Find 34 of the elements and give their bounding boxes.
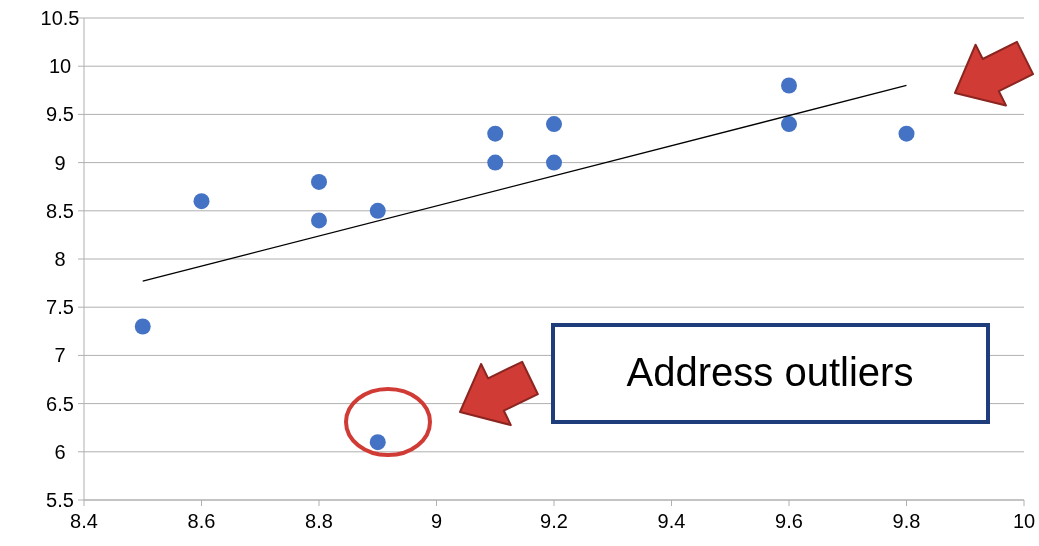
point	[898, 125, 915, 142]
point	[546, 116, 562, 133]
x-tick-label: 10	[1012, 510, 1036, 532]
x-tick-label: 8.6	[187, 510, 216, 532]
y-tick-label: 7	[54, 344, 66, 367]
y-tick-label: 9	[54, 151, 66, 174]
x-tick-label: 9.4	[657, 510, 686, 532]
point	[193, 193, 210, 210]
y-tick-label: 5.5	[46, 489, 74, 511]
point	[134, 318, 151, 335]
y-tick-label: 8	[54, 248, 66, 270]
y-tick-label: 9.5	[46, 103, 74, 126]
point	[781, 116, 797, 133]
point	[311, 212, 327, 229]
x-tick-label: 9.6	[775, 510, 803, 532]
point	[781, 77, 797, 94]
x-tick-label: 8.4	[70, 510, 98, 532]
x-tick-label: 9.8	[892, 510, 921, 532]
x-tick-label: 9	[430, 510, 443, 532]
y-tick-label: 8.5	[46, 199, 74, 222]
y-tick-label: 7.5	[46, 296, 74, 319]
x-tick-label: 8.8	[305, 510, 333, 532]
point	[546, 154, 562, 171]
point	[369, 202, 386, 219]
y-tick-label: 6.5	[46, 392, 74, 415]
annotation: Address outliers	[626, 350, 914, 394]
point	[487, 154, 504, 171]
point	[487, 125, 504, 142]
point	[311, 173, 327, 190]
y-tick-label: 10	[48, 55, 72, 78]
x-tick-label: 9.2	[540, 510, 568, 532]
point	[369, 434, 386, 451]
y-tick-label: 6	[54, 440, 66, 463]
y-tick-label: 10.5	[40, 7, 80, 29]
